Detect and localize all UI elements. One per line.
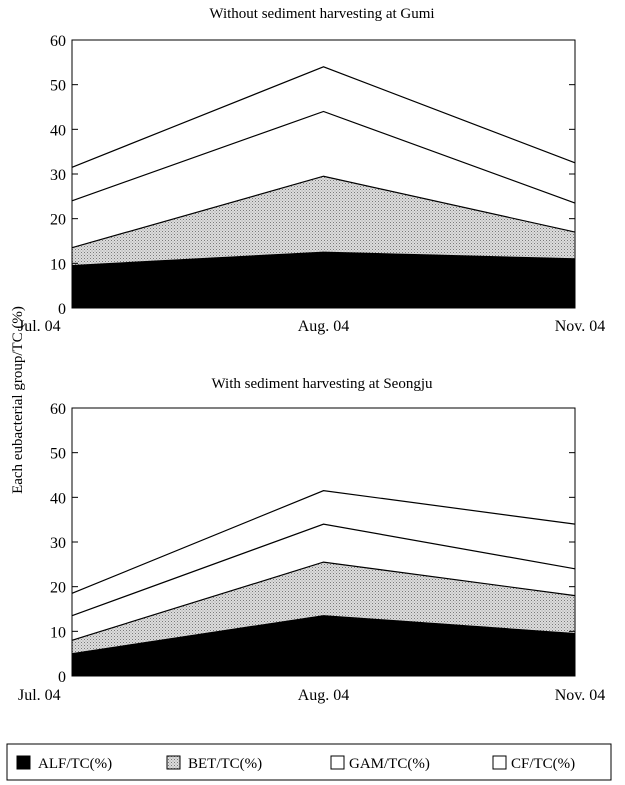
y-tick-label: 20	[50, 212, 66, 229]
legend: ALF/TC(%) BET/TC(%) GAM/TC(%) CF/TC(%)	[6, 743, 612, 781]
legend-label-gam: GAM/TC(%)	[349, 756, 430, 772]
boundary-lines	[71, 66, 576, 267]
area-layers	[72, 66, 575, 308]
y-tick-label: 0	[58, 669, 66, 686]
x-axis: Jul. 04 Aug. 04 Nov. 04	[18, 670, 605, 704]
area-cf	[72, 490, 575, 616]
area-bet	[72, 562, 575, 654]
x-tick-label: Jul. 04	[18, 687, 61, 704]
x-tick-label: Aug. 04	[298, 687, 350, 704]
legend-swatch-gam	[330, 755, 345, 770]
area-gam	[72, 111, 575, 248]
y-tick-label: 20	[50, 580, 66, 597]
chart-gumi: Without sediment harvesting at Gumi 0 10 2…	[18, 6, 605, 335]
legend-swatch-cf	[492, 755, 507, 770]
y-tick-label: 60	[50, 401, 66, 418]
y-tick-label: 50	[50, 78, 66, 95]
legend-box	[6, 743, 612, 781]
y-tick-label: 40	[50, 122, 66, 139]
y-tick-label: 30	[50, 167, 66, 184]
area-bet	[72, 176, 575, 266]
y-axis: 0 10 20 30 40 50 60	[50, 401, 575, 686]
area-alf	[72, 615, 575, 676]
y-axis: 0 10 20 30 40 50 60	[50, 33, 575, 318]
legend-swatch-bet	[166, 755, 181, 770]
x-axis: Jul. 04 Aug. 04 Nov. 04	[18, 302, 605, 335]
line-gam	[71, 523, 576, 617]
x-tick-label: Nov. 04	[555, 687, 606, 704]
line-bet	[71, 561, 576, 641]
boundary-lines	[71, 490, 576, 655]
line-cf	[71, 66, 576, 168]
legend-label-alf: ALF/TC(%)	[38, 756, 112, 772]
y-tick-label: 40	[50, 490, 66, 507]
y-tick-label: 10	[50, 256, 66, 273]
y-tick-label: 0	[58, 301, 66, 318]
y-axis-label: Each eubacterial group/TC (%)	[10, 306, 26, 494]
x-tick-label: Aug. 04	[298, 318, 350, 335]
y-tick-label: 50	[50, 446, 66, 463]
x-tick-label: Nov. 04	[555, 318, 606, 335]
line-cf	[71, 490, 576, 594]
area-cf	[72, 66, 575, 204]
line-bet	[71, 175, 576, 249]
area-gam	[72, 524, 575, 641]
area-alf	[72, 252, 575, 308]
line-alf	[71, 251, 576, 267]
y-tick-label: 30	[50, 535, 66, 552]
x-tick-label: Jul. 04	[18, 318, 61, 335]
legend-label-cf: CF/TC(%)	[511, 756, 575, 772]
legend-label-bet: BET/TC(%)	[188, 756, 262, 772]
chart-title: With sediment harvesting at Seongju	[211, 376, 433, 392]
line-gam	[71, 110, 576, 204]
legend-swatch-alf	[16, 755, 31, 770]
y-tick-label: 10	[50, 624, 66, 641]
y-tick-label: 60	[50, 33, 66, 50]
chart-seongju: With sediment harvesting at Seongju 0 10 2…	[18, 376, 605, 704]
chart-title: Without sediment harvesting at Gumi	[209, 6, 434, 22]
line-alf	[71, 615, 576, 655]
area-layers	[72, 490, 575, 676]
